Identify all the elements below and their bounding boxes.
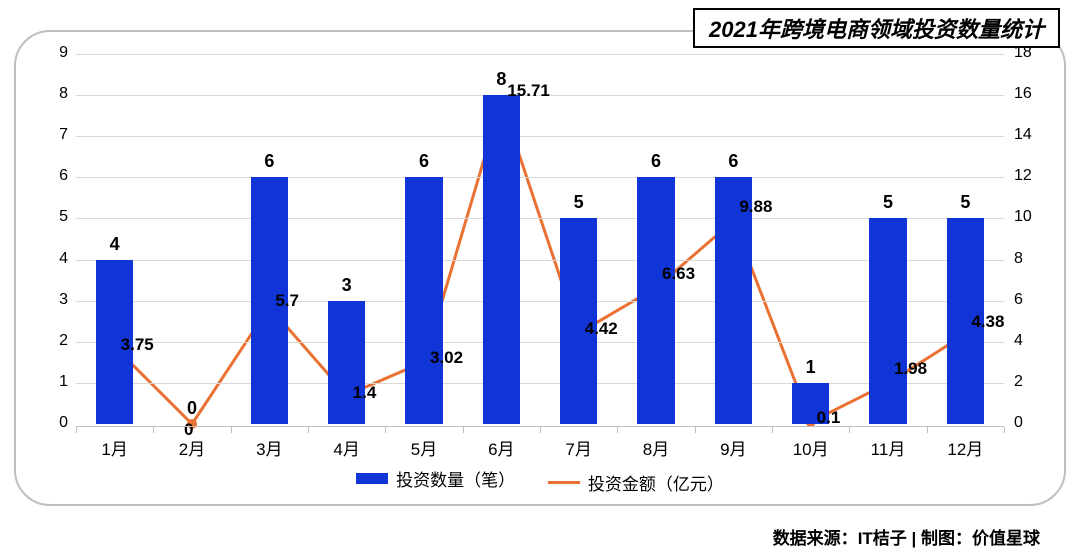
- bar-value-label: 6: [728, 151, 738, 172]
- line-value-label: 6.63: [662, 264, 695, 284]
- line-value-label: 5.7: [275, 291, 299, 311]
- bar: [869, 218, 906, 424]
- x-label: 12月: [947, 435, 983, 460]
- x-label: 9月: [720, 435, 746, 460]
- bar-value-label: 5: [883, 192, 893, 213]
- line-value-label: 1.4: [353, 383, 377, 403]
- x-tick: [617, 427, 618, 433]
- bar-value-label: 1: [806, 357, 816, 378]
- gridline: [76, 383, 1004, 384]
- line-value-label: 15.71: [507, 81, 550, 101]
- bar-value-label: 8: [496, 69, 506, 90]
- x-tick: [76, 427, 77, 433]
- x-tick: [385, 427, 386, 433]
- y-left-label: 5: [32, 208, 68, 226]
- legend-line-swatch: [548, 481, 580, 484]
- chart-title-box: 2021年跨境电商领域投资数量统计: [693, 8, 1060, 48]
- x-label: 7月: [565, 435, 591, 460]
- x-label: 3月: [256, 435, 282, 460]
- x-label: 4月: [333, 435, 359, 460]
- footer-maker: 价值星球: [972, 529, 1040, 548]
- x-tick: [231, 427, 232, 433]
- y-right-label: 0: [1014, 414, 1050, 432]
- chart-frame: 01234567890246810121416184063685661553.7…: [14, 30, 1066, 506]
- line-value-label: 4.38: [971, 312, 1004, 332]
- x-axis: 1月 2月 3月 4月 5月 6月 7月 8月 9月 10月 11月 12月: [76, 426, 1004, 460]
- x-tick: [772, 427, 773, 433]
- y-right-label: 10: [1014, 208, 1050, 226]
- line-value-label: 4.42: [585, 319, 618, 339]
- line-value-label: 3.02: [430, 348, 463, 368]
- y-left-label: 9: [32, 44, 68, 62]
- x-label: 6月: [488, 435, 514, 460]
- plot-area: 01234567890246810121416184063685661553.7…: [76, 54, 1004, 424]
- gridline: [76, 54, 1004, 55]
- x-tick: [540, 427, 541, 433]
- bar-value-label: 0: [187, 398, 197, 419]
- x-tick: [308, 427, 309, 433]
- x-tick: [695, 427, 696, 433]
- bar: [483, 95, 520, 424]
- bar-value-label: 6: [264, 151, 274, 172]
- bar: [637, 177, 674, 424]
- y-left-label: 2: [32, 332, 68, 350]
- gridline: [76, 342, 1004, 343]
- legend-bar-label: 投资数量（笔）: [396, 466, 515, 491]
- legend-item-bar: 投资数量（笔）: [356, 466, 515, 491]
- y-left-label: 1: [32, 373, 68, 391]
- bar-value-label: 6: [651, 151, 661, 172]
- x-tick: [463, 427, 464, 433]
- line-value-label: 1.98: [894, 359, 927, 379]
- y-right-label: 4: [1014, 332, 1050, 350]
- x-tick: [1004, 427, 1005, 433]
- gridline: [76, 218, 1004, 219]
- y-left-label: 3: [32, 291, 68, 309]
- y-right-label: 14: [1014, 126, 1050, 144]
- line-value-label: 9.88: [739, 197, 772, 217]
- legend: 投资数量（笔） 投资金额（亿元）: [16, 466, 1064, 495]
- footer-source: IT桔子: [858, 529, 907, 548]
- footer-source-prefix: 数据来源：: [773, 529, 858, 548]
- x-label: 2月: [179, 435, 205, 460]
- bar: [328, 301, 365, 424]
- bar-value-label: 5: [960, 192, 970, 213]
- y-right-label: 12: [1014, 167, 1050, 185]
- line-value-label: 0.1: [817, 408, 841, 428]
- y-left-label: 6: [32, 167, 68, 185]
- legend-line-label: 投资金额（亿元）: [588, 470, 724, 495]
- gridline: [76, 136, 1004, 137]
- x-label: 8月: [643, 435, 669, 460]
- gridline: [76, 260, 1004, 261]
- gridline: [76, 177, 1004, 178]
- x-label: 1月: [101, 435, 127, 460]
- x-label: 10月: [793, 435, 829, 460]
- x-tick: [849, 427, 850, 433]
- y-right-label: 2: [1014, 373, 1050, 391]
- line-series-svg: [76, 54, 1004, 424]
- y-left-label: 8: [32, 85, 68, 103]
- x-tick: [153, 427, 154, 433]
- bar-value-label: 6: [419, 151, 429, 172]
- footer-maker-prefix: 制图：: [921, 529, 972, 548]
- bar-value-label: 3: [342, 275, 352, 296]
- y-left-label: 4: [32, 250, 68, 268]
- line-value-label: 3.75: [121, 335, 154, 355]
- footer: 数据来源：IT桔子 | 制图：价值星球: [0, 524, 1080, 549]
- y-left-label: 7: [32, 126, 68, 144]
- bar-value-label: 4: [110, 234, 120, 255]
- y-right-label: 8: [1014, 250, 1050, 268]
- gridline: [76, 301, 1004, 302]
- y-left-label: 0: [32, 414, 68, 432]
- y-right-label: 6: [1014, 291, 1050, 309]
- footer-sep: |: [907, 529, 921, 548]
- bar: [405, 177, 442, 424]
- x-label: 11月: [871, 435, 906, 460]
- legend-bar-swatch: [356, 473, 388, 484]
- y-right-label: 16: [1014, 85, 1050, 103]
- bar-value-label: 5: [574, 192, 584, 213]
- x-label: 5月: [411, 435, 437, 460]
- chart-title: 2021年跨境电商领域投资数量统计: [709, 17, 1044, 42]
- x-tick: [927, 427, 928, 433]
- legend-item-line: 投资金额（亿元）: [548, 470, 724, 495]
